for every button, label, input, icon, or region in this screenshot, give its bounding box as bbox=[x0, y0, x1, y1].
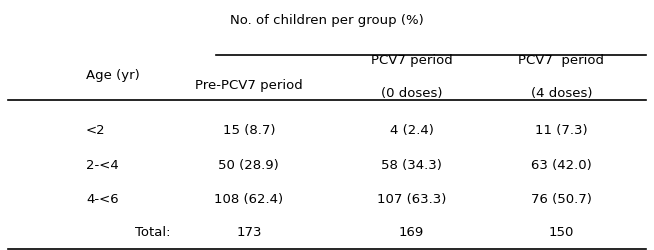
Text: <2: <2 bbox=[86, 124, 106, 136]
Text: PCV7 period: PCV7 period bbox=[371, 54, 453, 67]
Text: Pre-PCV7 period: Pre-PCV7 period bbox=[195, 79, 303, 92]
Text: No. of children per group (%): No. of children per group (%) bbox=[230, 14, 424, 27]
Text: 63 (42.0): 63 (42.0) bbox=[531, 158, 592, 171]
Text: Age (yr): Age (yr) bbox=[86, 69, 140, 82]
Text: 76 (50.7): 76 (50.7) bbox=[531, 193, 592, 206]
Text: 173: 173 bbox=[236, 225, 262, 238]
Text: 58 (34.3): 58 (34.3) bbox=[381, 158, 442, 171]
Text: 2-<4: 2-<4 bbox=[86, 158, 119, 171]
Text: Total:: Total: bbox=[135, 225, 171, 238]
Text: 15 (8.7): 15 (8.7) bbox=[222, 124, 275, 136]
Text: 11 (7.3): 11 (7.3) bbox=[535, 124, 588, 136]
Text: 169: 169 bbox=[399, 225, 424, 238]
Text: 50 (28.9): 50 (28.9) bbox=[218, 158, 279, 171]
Text: (0 doses): (0 doses) bbox=[381, 86, 442, 99]
Text: 107 (63.3): 107 (63.3) bbox=[377, 193, 446, 206]
Text: 108 (62.4): 108 (62.4) bbox=[215, 193, 283, 206]
Text: (4 doses): (4 doses) bbox=[530, 86, 592, 99]
Text: PCV7  period: PCV7 period bbox=[519, 54, 604, 67]
Text: 150: 150 bbox=[549, 225, 574, 238]
Text: 4 (2.4): 4 (2.4) bbox=[390, 124, 434, 136]
Text: 4-<6: 4-<6 bbox=[86, 193, 118, 206]
